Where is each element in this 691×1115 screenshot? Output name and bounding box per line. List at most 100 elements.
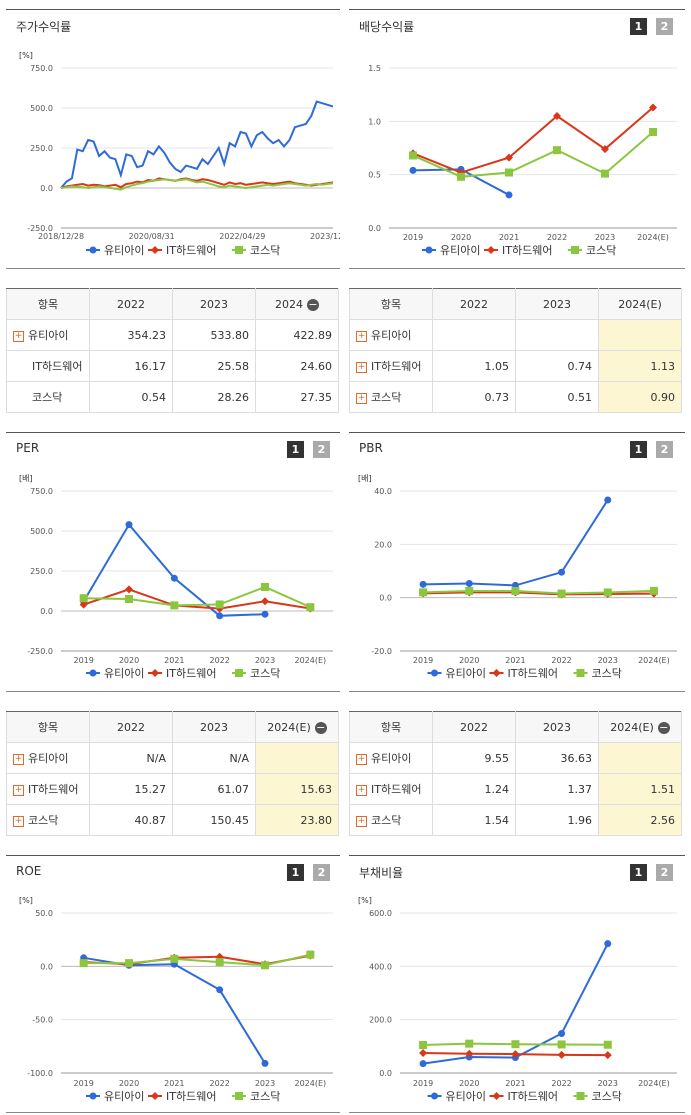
data-point: [505, 191, 513, 199]
legend-label: 유티아이: [104, 667, 144, 680]
table-cell: 1.24: [432, 773, 516, 805]
table-cell: 0.73: [432, 381, 516, 413]
card-title: ROE: [16, 864, 42, 878]
y-tick-label: 200.0: [369, 1016, 392, 1025]
legend-label: 코스닥: [250, 1090, 280, 1103]
y-tick-label: 600.0: [369, 909, 392, 918]
legend-label: 코스닥: [592, 667, 622, 680]
x-tick-label: 2022: [209, 656, 229, 665]
expand-icon[interactable]: +: [356, 784, 367, 796]
data-point: [649, 103, 657, 112]
data-point: [511, 1040, 520, 1049]
series-line: [412, 131, 654, 178]
y-tick-label: 0.0: [379, 594, 392, 603]
data-point: [505, 168, 513, 177]
table-cell: 36.63: [515, 742, 599, 774]
card-title: 부채비율: [359, 866, 404, 880]
page-1-button[interactable]: 1: [287, 864, 304, 881]
table-header-cell: 항목: [6, 288, 90, 320]
page-2-button[interactable]: 2: [313, 441, 330, 458]
per-chart: [배] 750.0 500.0 250.0 0.0 -250.0 2019 2020 2021 2…: [19, 474, 333, 680]
page-2-button[interactable]: 2: [656, 18, 673, 35]
legend-marker: [492, 1092, 501, 1100]
expand-icon[interactable]: +: [13, 753, 24, 765]
legend-label: IT하드웨어: [166, 666, 216, 680]
table-row: + 코스닥 40.87 150.45 23.80: [6, 804, 339, 836]
data-point: [216, 986, 224, 994]
expand-icon[interactable]: +: [13, 784, 24, 796]
expand-icon[interactable]: +: [356, 392, 367, 404]
pbr-card: PBR 1 2 [배] 40.0 20.0 0.0 -20.0 2019 2020 2021 2…: [349, 432, 685, 692]
page-2-button[interactable]: 2: [656, 441, 673, 458]
page-1-button[interactable]: 1: [630, 441, 647, 458]
data-point: [409, 166, 417, 174]
x-tick-label: 2019: [413, 1079, 433, 1088]
data-point: [306, 603, 315, 612]
table-header-cell: 2024(E): [598, 288, 682, 320]
data-point: [603, 1051, 612, 1060]
stock-return-table: 항목 2022 2023 2024− + 유티아이 354.23 533.80 422.89 IT…: [6, 288, 339, 413]
table-header-cell: 2023: [515, 711, 599, 743]
y-unit: [%]: [19, 896, 33, 905]
legend-label: 유티아이: [104, 244, 144, 257]
page-1-button[interactable]: 1: [287, 441, 304, 458]
table-cell: 1.13: [598, 350, 682, 382]
table-cell: [598, 742, 682, 774]
x-tick-label: 2023: [598, 1079, 618, 1088]
y-tick-label: 0.0: [379, 1069, 392, 1078]
dividend-chart: 1.5 1.0 0.5 0.0 2019 2020 2021 2022 2023 2024(E) 유…: [368, 64, 677, 257]
expand-icon[interactable]: +: [356, 753, 367, 765]
header-label: 2024(E): [610, 720, 654, 734]
x-tick-label: 2022: [209, 1079, 229, 1088]
data-table: 항목 2022 2023 2024(E) − + 유티아이 9.55 36.63 + IT하드웨어 1…: [349, 711, 682, 836]
table-cell: 422.89: [255, 319, 339, 351]
header-label: 2024: [275, 297, 303, 311]
legend-label: IT하드웨어: [508, 1089, 558, 1103]
expand-icon[interactable]: +: [13, 330, 24, 342]
y-tick-label: 250.0: [30, 567, 53, 576]
data-point: [465, 1039, 474, 1048]
expand-icon[interactable]: +: [356, 330, 367, 342]
header-label: 2024(E): [618, 297, 662, 311]
row-label-cell: + 코스닥: [349, 381, 433, 413]
y-tick-label: 1.5: [368, 64, 381, 73]
table-cell: 40.87: [89, 804, 173, 836]
page-2-button[interactable]: 2: [313, 864, 330, 881]
x-tick-label: 2024(E): [295, 1079, 327, 1088]
data-point: [170, 601, 179, 610]
legend-marker: [576, 1092, 585, 1100]
x-tick-label: 2019: [73, 656, 93, 665]
collapse-icon[interactable]: −: [307, 297, 319, 311]
row-label: 코스닥: [371, 391, 402, 404]
x-tick-label: 2019: [403, 233, 423, 242]
table-cell: 1.37: [515, 773, 599, 805]
expand-icon[interactable]: +: [356, 815, 367, 827]
row-label: 코스닥: [28, 814, 59, 827]
expand-icon[interactable]: +: [13, 815, 24, 827]
y-tick-label: 750.0: [30, 64, 53, 73]
card-title: PER: [16, 441, 40, 455]
header-label: 항목: [380, 298, 402, 311]
table-cell: 1.96: [515, 804, 599, 836]
data-table: 항목 2022 2023 2024− + 유티아이 354.23 533.80 422.89 IT…: [6, 288, 339, 413]
table-row: + IT하드웨어 15.27 61.07 15.63: [6, 773, 339, 805]
table-cell: N/A: [172, 742, 256, 774]
data-point: [261, 1059, 269, 1067]
page-1-button[interactable]: 1: [630, 18, 647, 35]
table-cell: 150.45: [172, 804, 256, 836]
row-label-cell: + 유티아이: [6, 742, 90, 774]
page-2-button[interactable]: 2: [656, 864, 673, 881]
x-tick-label: 2020: [459, 1079, 479, 1088]
y-unit: [%]: [19, 51, 33, 60]
row-label-cell: + 유티아이: [349, 742, 433, 774]
table-cell: 1.51: [598, 773, 682, 805]
collapse-icon[interactable]: −: [314, 720, 327, 734]
x-tick-label: 2021: [505, 656, 525, 665]
table-row: + 코스닥 0.73 0.51 0.90: [349, 381, 682, 413]
expand-icon[interactable]: +: [356, 361, 367, 373]
page-1-button[interactable]: 1: [630, 864, 647, 881]
data-point: [511, 1050, 520, 1059]
table-cell: 15.63: [255, 773, 339, 805]
row-label-cell: + 코스닥: [6, 804, 90, 836]
collapse-icon[interactable]: −: [657, 720, 670, 734]
